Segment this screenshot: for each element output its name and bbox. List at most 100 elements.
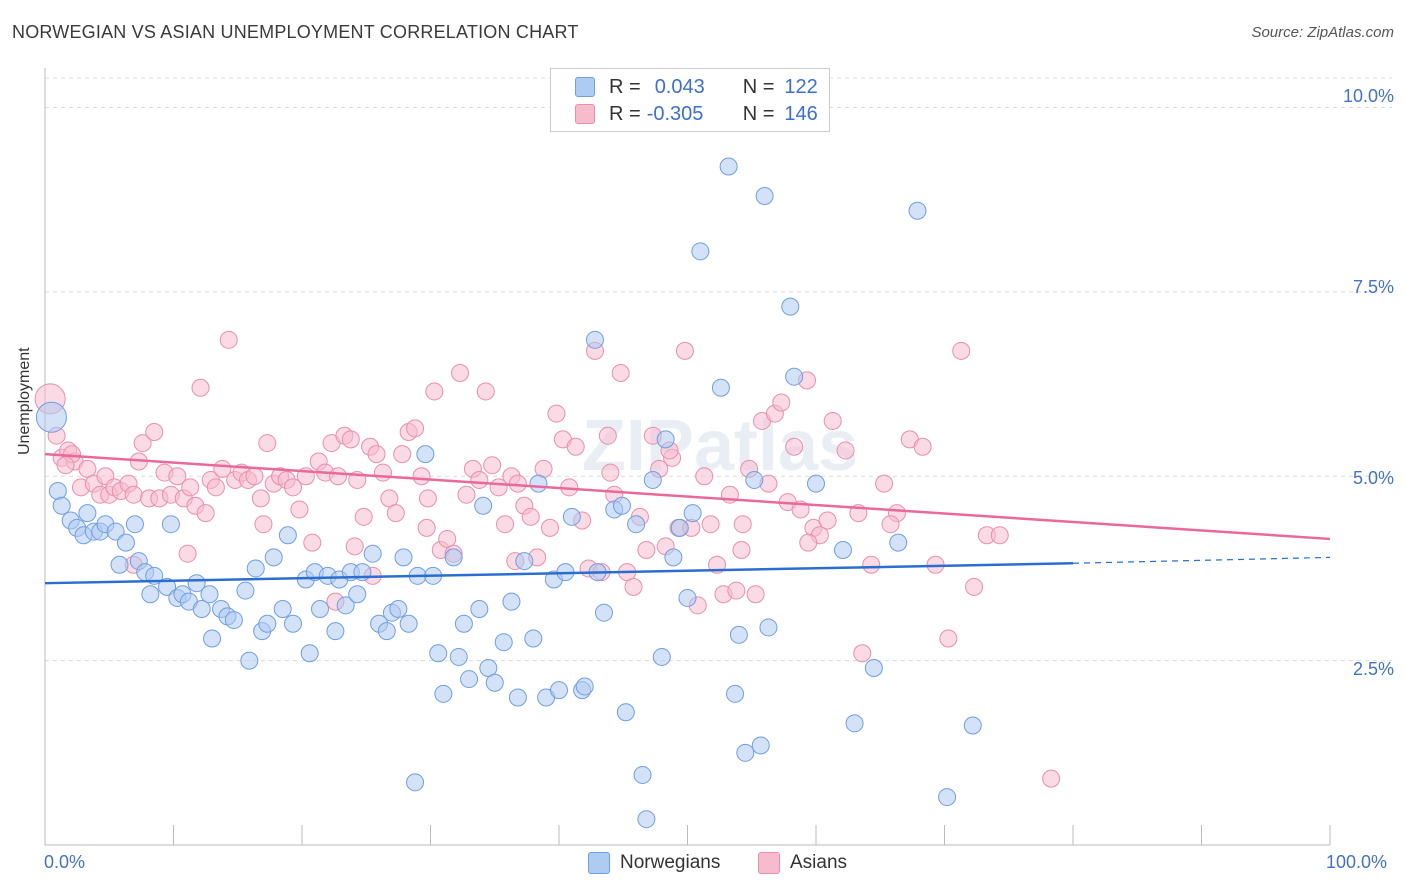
data-point	[845, 714, 864, 733]
data-point	[547, 404, 566, 423]
data-point	[736, 743, 755, 762]
data-point	[627, 515, 646, 534]
series-asians	[34, 330, 1061, 788]
data-point	[219, 330, 238, 349]
trendlines	[44, 452, 1331, 585]
data-point	[633, 765, 652, 784]
data-point	[701, 515, 720, 534]
legend-row-norwegians: R = 0.043 N = 122	[575, 75, 818, 99]
r-label: R =	[609, 102, 641, 125]
data-point	[594, 603, 613, 622]
y-tick-label: 2.5%	[1352, 659, 1394, 679]
asians-trendline	[44, 452, 1331, 541]
data-point	[203, 629, 222, 648]
norwegians-trendline	[44, 562, 1074, 585]
data-point	[541, 518, 560, 537]
data-point	[818, 511, 837, 530]
data-point	[664, 548, 683, 567]
data-point	[637, 541, 656, 559]
data-point	[683, 504, 702, 523]
data-point	[444, 548, 463, 567]
data-point	[251, 489, 270, 508]
data-point	[328, 467, 347, 486]
data-point	[449, 647, 468, 666]
data-point	[1042, 769, 1061, 788]
data-point	[483, 456, 502, 475]
data-point	[656, 430, 675, 449]
data-point	[310, 600, 329, 618]
data-point	[624, 577, 643, 596]
legend-row-asians: R = -0.305 N = 146	[575, 102, 818, 126]
data-point	[496, 515, 515, 534]
data-point	[711, 378, 730, 397]
data-point	[678, 588, 697, 607]
data-point	[354, 507, 373, 526]
data-point	[729, 625, 748, 644]
data-point	[691, 242, 710, 261]
data-point	[751, 736, 770, 755]
data-point	[192, 600, 211, 618]
data-point	[732, 541, 751, 559]
data-point	[727, 581, 746, 600]
data-point	[273, 600, 292, 618]
n-label: N =	[742, 75, 775, 98]
data-point	[862, 555, 881, 574]
data-point	[719, 157, 738, 176]
data-point	[196, 504, 215, 523]
norwegians-swatch	[588, 852, 610, 874]
data-point	[476, 382, 495, 401]
data-point	[833, 541, 852, 559]
legend-label: Asians	[790, 852, 848, 873]
data-point	[418, 489, 437, 508]
data-point	[345, 537, 364, 556]
data-point	[575, 677, 594, 696]
data-point	[550, 681, 568, 700]
data-point	[125, 515, 144, 534]
axes	[44, 68, 1331, 846]
data-point	[278, 526, 297, 545]
data-point	[611, 364, 630, 382]
data-point	[434, 684, 453, 703]
data-point	[823, 411, 842, 430]
norwegians-swatch	[575, 77, 595, 97]
data-point	[406, 419, 425, 438]
data-point	[470, 470, 489, 489]
data-point	[652, 647, 671, 666]
data-point	[258, 614, 277, 633]
data-point	[399, 614, 418, 633]
y-axis-label: Unemployment	[16, 347, 33, 455]
data-point	[106, 522, 125, 541]
data-point	[200, 585, 219, 604]
data-point	[675, 341, 694, 360]
data-point	[637, 810, 656, 829]
data-point	[133, 434, 152, 453]
data-point	[494, 633, 513, 652]
data-point	[284, 614, 303, 633]
data-point	[643, 470, 662, 489]
data-point	[454, 614, 473, 633]
data-point	[145, 423, 164, 441]
data-point	[246, 559, 265, 578]
legend-item-asians: Asians	[758, 852, 847, 874]
data-point	[326, 622, 345, 641]
data-point	[245, 467, 264, 486]
data-point	[913, 437, 932, 456]
n-value: 146	[784, 102, 818, 125]
data-point	[755, 187, 774, 205]
data-point	[515, 552, 534, 571]
data-point	[785, 367, 804, 386]
data-point	[759, 618, 778, 637]
data-point	[807, 474, 825, 493]
data-point	[35, 401, 67, 433]
data-point	[598, 426, 617, 445]
data-point	[367, 445, 386, 464]
data-point	[524, 629, 543, 648]
chart-title: NORWEGIAN VS ASIAN UNEMPLOYMENT CORRELAT…	[12, 22, 579, 42]
data-point	[601, 463, 620, 482]
data-point	[394, 548, 413, 567]
n-value: 122	[784, 75, 818, 98]
data-point	[695, 467, 714, 486]
data-point	[363, 544, 382, 563]
data-point	[110, 555, 129, 574]
n-label: N =	[742, 102, 775, 125]
